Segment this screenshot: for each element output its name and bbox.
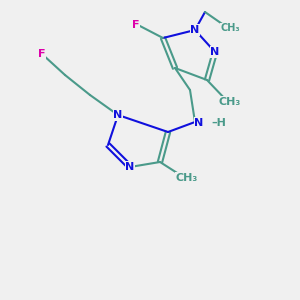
Text: CH₃: CH₃ (176, 173, 198, 183)
Text: N: N (125, 162, 135, 172)
Text: N: N (113, 110, 123, 120)
Text: F: F (38, 49, 46, 59)
Text: N: N (190, 25, 200, 35)
Text: –H: –H (211, 118, 226, 128)
Text: N: N (194, 118, 204, 128)
Text: N: N (210, 47, 220, 57)
Text: CH₃: CH₃ (219, 97, 241, 107)
Text: CH₃: CH₃ (220, 23, 240, 33)
Text: F: F (132, 20, 140, 30)
